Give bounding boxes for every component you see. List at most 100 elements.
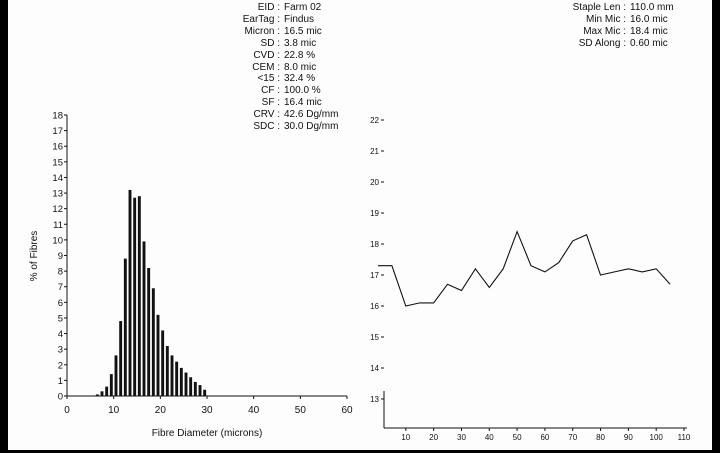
histogram-bar [133, 197, 137, 396]
histogram-bar [165, 346, 169, 396]
histogram-bar [109, 374, 113, 396]
stat-label: SD Along : [578, 37, 626, 49]
y-tick-label: 1 [58, 376, 63, 387]
y-tick-label: 7 [58, 282, 63, 293]
stat-value: 18.4 mic [630, 25, 668, 37]
x-tick-label: 20 [155, 405, 167, 416]
y-tick-label: 6 [58, 298, 63, 309]
stat-value: 110.0 mm [630, 2, 674, 13]
histogram-bar [123, 258, 127, 396]
histogram-bar [142, 241, 146, 396]
stat-row: Staple Len : 110.0 mm [538, 2, 674, 14]
y-tick-label: 13 [52, 189, 63, 200]
histogram-bar [175, 361, 179, 396]
stat-label: SF : [261, 97, 280, 109]
stat-row: Min Mic : 16.0 mic [538, 14, 674, 26]
x-tick-label: 60 [341, 405, 353, 416]
y-tick-label: 21 [370, 147, 379, 156]
stat-value: 22.8 % [284, 49, 316, 61]
y-tick-label: 14 [52, 173, 63, 184]
stat-label: CRV : [253, 109, 281, 121]
y-tick-label: 8 [58, 267, 63, 278]
y-tick-label: 15 [370, 333, 379, 342]
stat-value: 16.5 mic [284, 25, 322, 37]
x-tick-label: 10 [108, 405, 120, 416]
x-tick-label: 110 [678, 433, 691, 442]
histogram-bar [105, 386, 109, 396]
stat-label: SDC : [253, 121, 280, 133]
stat-value: 8.0 mic [284, 61, 317, 73]
y-tick-label: 9 [58, 251, 63, 262]
stat-row: CVD : 22.8 % [226, 50, 338, 62]
histogram-bar [203, 389, 207, 396]
stat-value: 30.0 Dg/mm [284, 121, 339, 133]
stat-label: Micron : [244, 25, 280, 37]
y-tick-label: 22 [370, 116, 379, 125]
y-tick-label: 18 [370, 240, 379, 249]
y-tick-label: 19 [370, 209, 379, 218]
y-tick-label: 13 [370, 395, 379, 404]
stat-row: SD : 3.8 mic [226, 38, 338, 50]
y-tick-label: 17 [370, 271, 379, 280]
x-tick-label: 40 [485, 433, 494, 442]
stat-label: SD : [260, 37, 280, 49]
stat-value: 32.4 % [284, 73, 316, 85]
stat-row: EarTag : Findus [226, 14, 338, 26]
stat-value: 100.0 % [284, 85, 321, 97]
stat-label: Staple Len : [572, 2, 626, 13]
stat-row: Micron : 16.5 mic [226, 26, 338, 38]
x-axis-title: Fibre Diameter (microns) [152, 428, 263, 439]
stat-label: Max Mic : [583, 25, 626, 37]
histogram-bar [119, 321, 123, 396]
x-tick-label: 60 [540, 433, 549, 442]
staple-stats-block: Staple Len :110.0 mm Min Mic :16.0 mic Max… [538, 2, 674, 50]
stat-row: Max Mic : 18.4 mic [538, 26, 674, 38]
stat-value: 16.0 mic [630, 13, 668, 25]
y-tick-label: 16 [52, 142, 63, 153]
y-tick-label: 11 [53, 220, 63, 231]
y-tick-label: 0 [58, 392, 63, 403]
y-tick-label: 12 [52, 204, 63, 215]
stat-label: Min Mic : [586, 13, 626, 25]
histogram-bar [137, 196, 141, 396]
x-tick-label: 30 [457, 433, 466, 442]
stat-label: CVD : [253, 49, 280, 61]
histogram-bar [170, 355, 174, 396]
stat-value: 16.4 mic [284, 97, 322, 109]
stat-label: EID : [257, 2, 280, 13]
histogram-bar [161, 330, 165, 396]
stat-row: EID : Farm 02 [226, 2, 338, 14]
x-tick-label: 100 [650, 433, 664, 442]
stat-row: CF : 100.0 % [226, 85, 338, 97]
y-tick-label: 14 [370, 364, 379, 373]
x-tick-label: 10 [401, 433, 410, 442]
stat-label: CF : [261, 85, 280, 97]
stat-label: EarTag : [242, 13, 280, 25]
stat-row: CRV :42.6 Dg/mm [226, 109, 339, 121]
histogram-bar [184, 372, 188, 396]
x-tick-label: 50 [295, 405, 307, 416]
stat-value: 42.6 Dg/mm [284, 109, 339, 121]
histogram-bar [151, 288, 155, 396]
histogram-bar [147, 267, 151, 396]
histogram-bar [179, 367, 183, 396]
y-tick-label: 2 [58, 360, 63, 371]
y-tick-label: 10 [52, 235, 63, 246]
stat-row: SDC : 30.0 Dg/mm [226, 121, 338, 133]
micron-along-staple-line [378, 230, 671, 307]
stat-row: <15 : 32.4 % [226, 73, 338, 85]
stat-row: SD Along : 0.60 mic [538, 38, 674, 50]
stat-row: CEM : 8.0 mic [226, 62, 338, 74]
histogram-bar [100, 391, 104, 396]
y-tick-label: 18 [52, 111, 63, 122]
y-tick-label: 5 [58, 313, 63, 324]
stat-value: 3.8 mic [284, 37, 317, 49]
x-tick-label: 50 [513, 433, 522, 442]
y-tick-label: 15 [52, 157, 63, 168]
stat-label: CEM : [252, 61, 280, 73]
histogram-bar [128, 189, 132, 396]
x-tick-label: 70 [568, 433, 577, 442]
histogram-bar [189, 377, 193, 396]
histogram-bar [156, 314, 160, 396]
x-tick-label: 90 [624, 433, 633, 442]
